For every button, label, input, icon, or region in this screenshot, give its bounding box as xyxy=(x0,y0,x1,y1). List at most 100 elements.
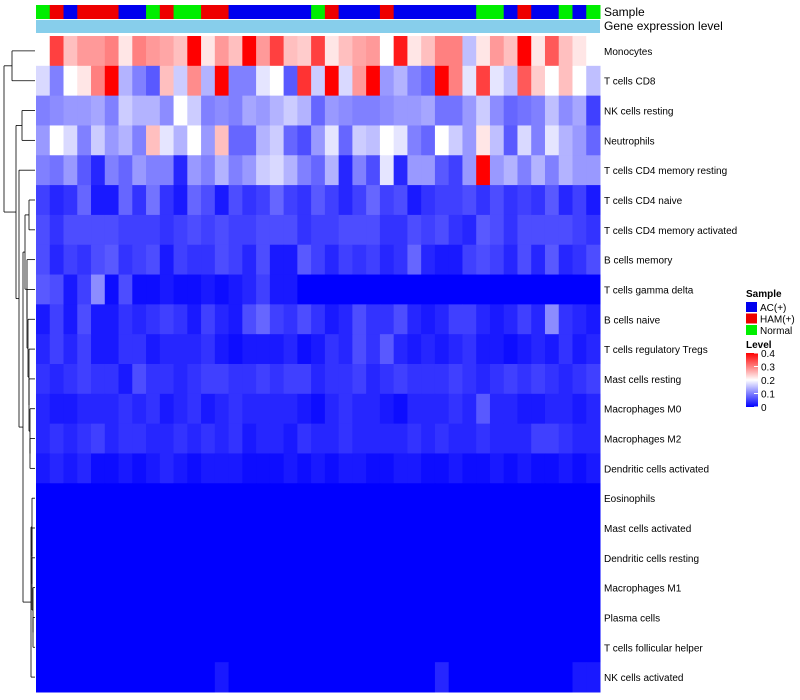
heatmap-cell xyxy=(132,513,147,544)
heatmap-cell xyxy=(572,453,587,484)
heatmap-cell xyxy=(324,155,340,186)
heatmap-cell xyxy=(311,244,326,276)
heatmap-cell xyxy=(558,662,573,693)
heatmap-cell xyxy=(269,65,285,97)
heatmap-cell xyxy=(118,453,133,484)
heatmap-cell xyxy=(242,423,257,454)
heatmap-cell xyxy=(283,423,298,454)
heatmap-cell xyxy=(434,662,450,693)
heatmap-cell xyxy=(503,95,518,126)
heatmap-cell xyxy=(489,393,505,425)
heatmap-cell xyxy=(256,65,271,97)
heatmap-cell xyxy=(297,214,312,246)
heatmap-cell xyxy=(91,36,106,67)
row-label: T cells CD4 memory activated xyxy=(604,226,737,237)
heatmap-cell xyxy=(63,423,78,454)
heatmap-cell xyxy=(462,483,477,514)
heatmap-cell xyxy=(462,662,477,693)
heatmap-cell xyxy=(379,364,395,395)
heatmap-cell xyxy=(297,662,312,693)
row-label: Neutrophils xyxy=(604,136,655,147)
heatmap-cell xyxy=(544,125,560,156)
heatmap-cell xyxy=(476,95,491,126)
heatmap-cell xyxy=(476,364,491,395)
heatmap-cell xyxy=(77,274,92,305)
heatmap-cell xyxy=(544,244,560,276)
row-label: NK cells activated xyxy=(604,673,683,684)
heatmap-cell xyxy=(283,65,298,97)
heatmap-cell xyxy=(531,274,546,305)
heatmap-cell xyxy=(448,513,463,544)
heatmap-cell xyxy=(366,632,381,663)
heatmap-cell xyxy=(489,572,505,604)
heatmap-cell xyxy=(544,274,560,305)
heatmap-cell xyxy=(311,453,326,484)
heatmap-cell xyxy=(489,453,505,484)
heatmap-cell xyxy=(36,513,51,544)
heatmap-cell xyxy=(434,423,450,454)
heatmap-cell xyxy=(91,483,106,514)
heatmap-cell xyxy=(118,662,133,693)
row-label: T cells CD8 xyxy=(604,77,656,88)
sample-annotation-cell xyxy=(36,5,51,19)
heatmap-cell xyxy=(159,602,175,633)
heatmap-cell xyxy=(324,393,340,425)
heatmap-cell xyxy=(379,36,395,67)
heatmap-cell xyxy=(476,274,491,305)
heatmap-cell xyxy=(311,364,326,395)
heatmap-cell xyxy=(242,662,257,693)
heatmap-cell xyxy=(503,155,518,186)
heatmap-cell xyxy=(173,36,188,67)
heatmap-cell xyxy=(448,662,463,693)
heatmap-cell xyxy=(104,542,120,574)
heatmap-cell xyxy=(448,542,463,574)
heatmap-cell xyxy=(159,185,175,216)
heatmap-cell xyxy=(572,513,587,544)
heatmap-cell xyxy=(63,513,78,544)
sample-annotation-cell xyxy=(214,5,230,19)
heatmap-cell xyxy=(132,572,147,604)
heatmap-cell xyxy=(283,542,298,574)
heatmap-cell xyxy=(256,244,271,276)
heatmap-cell xyxy=(544,393,560,425)
heatmap-cell xyxy=(352,393,367,425)
heatmap-cell xyxy=(256,36,271,67)
heatmap-cell xyxy=(338,274,353,305)
heatmap-cell xyxy=(283,453,298,484)
heatmap-cell xyxy=(379,274,395,305)
heatmap-cell xyxy=(338,304,353,335)
heatmap-cell xyxy=(269,662,285,693)
heatmap-cell xyxy=(63,602,78,633)
heatmap-cell xyxy=(311,602,326,633)
heatmap-cell xyxy=(173,662,188,693)
heatmap-cell xyxy=(476,483,491,514)
heatmap-cell xyxy=(242,334,257,365)
heatmap-cell xyxy=(49,542,65,574)
heatmap-cell xyxy=(201,393,216,425)
heatmap-cell xyxy=(173,602,188,633)
heatmap-cell xyxy=(269,274,285,305)
heatmap-cell xyxy=(242,155,257,186)
heatmap-cell xyxy=(324,334,340,365)
heatmap-cell xyxy=(558,214,573,246)
heatmap-cell xyxy=(118,483,133,514)
heatmap-cell xyxy=(421,453,436,484)
sample-annotation-cell xyxy=(338,5,353,19)
heatmap-cell xyxy=(159,572,175,604)
heatmap-cell xyxy=(434,304,450,335)
heatmap-cell xyxy=(91,334,106,365)
heatmap-cell xyxy=(572,423,587,454)
heatmap-cell xyxy=(297,334,312,365)
heatmap-cell xyxy=(352,483,367,514)
heatmap-cell xyxy=(36,185,51,216)
heatmap-cell xyxy=(173,185,188,216)
heatmap-cell xyxy=(462,244,477,276)
heatmap-cell xyxy=(283,334,298,365)
heatmap-cell xyxy=(572,95,587,126)
heatmap-cell xyxy=(517,483,532,514)
heatmap-cell xyxy=(228,334,243,365)
heatmap-cell xyxy=(544,602,560,633)
heatmap-cell xyxy=(434,632,450,663)
heatmap-cell xyxy=(63,632,78,663)
heatmap-cell xyxy=(269,304,285,335)
